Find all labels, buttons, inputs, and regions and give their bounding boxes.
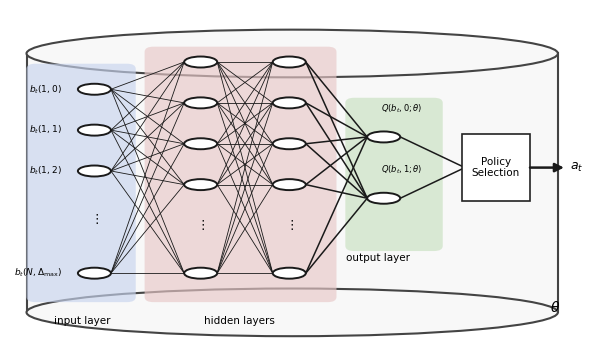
Text: $b_t(1,2)$: $b_t(1,2)$: [29, 165, 62, 177]
Text: $b_t(1,0)$: $b_t(1,0)$: [29, 83, 62, 95]
Ellipse shape: [273, 268, 306, 279]
Ellipse shape: [273, 56, 306, 67]
Text: $Q(b_t, 0; \theta)$: $Q(b_t, 0; \theta)$: [381, 102, 422, 115]
Text: output layer: output layer: [346, 253, 410, 263]
Ellipse shape: [184, 97, 217, 108]
Text: $\theta$: $\theta$: [550, 300, 560, 315]
Text: $\vdots$: $\vdots$: [196, 219, 205, 233]
Ellipse shape: [273, 179, 306, 190]
Text: $b_t(N,\Delta_{\mathrm{max}})$: $b_t(N,\Delta_{\mathrm{max}})$: [14, 267, 62, 279]
Ellipse shape: [27, 30, 558, 77]
Text: hidden layers: hidden layers: [204, 316, 274, 326]
FancyBboxPatch shape: [27, 55, 558, 314]
FancyBboxPatch shape: [144, 47, 336, 302]
Ellipse shape: [184, 179, 217, 190]
Ellipse shape: [78, 84, 111, 95]
Ellipse shape: [78, 166, 111, 176]
Ellipse shape: [367, 131, 400, 142]
Text: input layer: input layer: [55, 316, 111, 326]
Text: $\vdots$: $\vdots$: [90, 212, 99, 226]
FancyBboxPatch shape: [462, 134, 530, 201]
Ellipse shape: [184, 268, 217, 279]
Ellipse shape: [273, 97, 306, 108]
FancyBboxPatch shape: [27, 64, 136, 302]
Text: $Q(b_t, 1; \theta)$: $Q(b_t, 1; \theta)$: [381, 163, 422, 176]
Ellipse shape: [78, 268, 111, 279]
FancyBboxPatch shape: [345, 98, 443, 251]
Ellipse shape: [273, 138, 306, 149]
Text: $a_t$: $a_t$: [570, 161, 583, 174]
Text: Policy
Selection: Policy Selection: [472, 157, 520, 179]
Ellipse shape: [78, 124, 111, 136]
Text: $\vdots$: $\vdots$: [285, 219, 293, 233]
Ellipse shape: [27, 289, 558, 336]
Ellipse shape: [367, 193, 400, 204]
Ellipse shape: [184, 138, 217, 149]
Ellipse shape: [184, 56, 217, 67]
Text: $b_t(1,1)$: $b_t(1,1)$: [29, 124, 62, 136]
